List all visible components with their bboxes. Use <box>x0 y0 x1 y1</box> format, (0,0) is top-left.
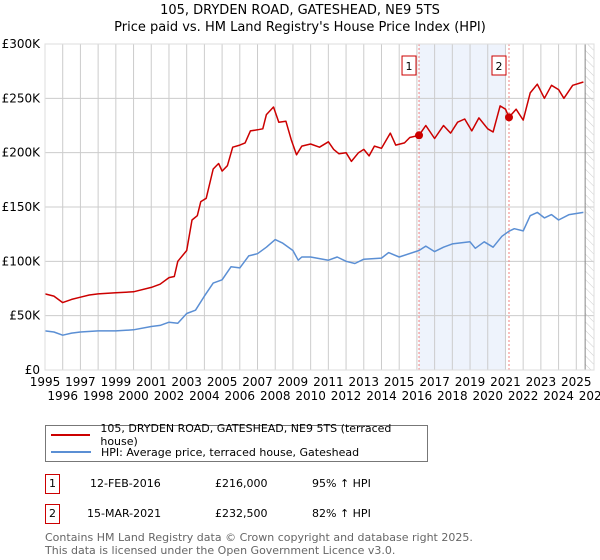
price-chart: 1995199619971998199920002001200220032004… <box>2 37 600 403</box>
legend-item-property: 105, DRYDEN ROAD, GATESHEAD, NE9 5TS (te… <box>51 422 427 448</box>
marker-label-box <box>401 55 417 76</box>
x-tick-label: 2003 <box>171 375 202 389</box>
y-tick-label: £150K <box>2 200 42 214</box>
x-tick-label: 2017 <box>419 375 450 389</box>
x-tick-label: 2025 <box>561 375 592 389</box>
x-tick-label: 2021 <box>490 375 521 389</box>
x-tick-label: 2023 <box>526 375 557 389</box>
marker-label: 1 <box>406 60 413 73</box>
footer-licence: This data is licensed under the Open Gov… <box>45 544 396 557</box>
chart-legend: 105, DRYDEN ROAD, GATESHEAD, NE9 5TS (te… <box>45 422 428 462</box>
x-tick-label: 2020 <box>472 389 503 403</box>
x-tick-label: 2005 <box>207 375 238 389</box>
hpi-line <box>44 211 584 336</box>
x-tick-label: 2016 <box>402 389 433 403</box>
transaction-row: 2 15-MAR-2021 £232,500 82% ↑ HPI <box>45 504 465 524</box>
plot-frame <box>44 43 595 371</box>
x-tick-label: 1997 <box>65 375 96 389</box>
transaction-price: £216,000 <box>215 477 268 490</box>
x-tick-label: 2026 <box>579 389 600 403</box>
sale-point <box>504 113 513 122</box>
legend-label: HPI: Average price, terraced house, Gate… <box>101 445 360 459</box>
y-tick-label: £300K <box>2 37 42 51</box>
legend-label: 105, DRYDEN ROAD, GATESHEAD, NE9 5TS (te… <box>100 422 392 448</box>
transaction-date: 12-FEB-2016 <box>90 477 161 490</box>
legend-swatch-blue <box>51 451 91 453</box>
x-tick-label: 1999 <box>101 375 132 389</box>
x-tick-label: 2024 <box>543 389 574 403</box>
transaction-hpi-diff: 95% ↑ HPI <box>312 477 371 490</box>
x-tick-label: 2022 <box>508 389 539 403</box>
x-tick-label: 2004 <box>189 389 220 403</box>
x-tick-label: 2006 <box>225 389 256 403</box>
x-tick-label: 2013 <box>349 375 380 389</box>
x-tick-label: 2018 <box>437 389 468 403</box>
chart-subtitle: Price paid vs. HM Land Registry's House … <box>114 20 486 35</box>
marker-label: 2 <box>495 60 502 73</box>
x-tick-label: 2014 <box>366 389 397 403</box>
y-tick-label: £250K <box>2 91 42 105</box>
transaction-price: £232,500 <box>215 507 268 520</box>
x-tick-label: 2015 <box>384 375 415 389</box>
sale-point <box>415 131 424 140</box>
x-tick-label: 2011 <box>313 375 344 389</box>
x-tick-label: 2002 <box>154 389 185 403</box>
y-tick-label: £0 <box>25 363 40 377</box>
x-tick-label: 1998 <box>83 389 114 403</box>
y-tick-label: £50K <box>9 309 41 323</box>
x-tick-label: 2008 <box>260 389 291 403</box>
x-tick-label: 1996 <box>47 389 78 403</box>
legend-swatch-red <box>51 434 91 436</box>
y-tick-label: £100K <box>2 254 42 268</box>
property-price-line <box>44 81 584 304</box>
x-tick-label: 2001 <box>136 375 167 389</box>
transaction-date: 15-MAR-2021 <box>87 507 162 520</box>
transaction-row: 1 12-FEB-2016 £216,000 95% ↑ HPI <box>45 474 465 494</box>
x-tick-label: 2009 <box>278 375 309 389</box>
footer-copyright: Contains HM Land Registry data © Crown c… <box>45 531 473 544</box>
x-tick-label: 2019 <box>455 375 486 389</box>
y-tick-label: £200K <box>2 146 42 160</box>
marker-label-box <box>491 55 507 76</box>
x-tick-label: 2000 <box>118 389 149 403</box>
x-tick-label: 1995 <box>30 375 61 389</box>
x-tick-label: 2010 <box>295 389 326 403</box>
x-tick-label: 2012 <box>331 389 362 403</box>
legend-item-hpi: HPI: Average price, terraced house, Gate… <box>51 444 359 460</box>
transaction-number: 1 <box>45 474 60 494</box>
chart-title: 105, DRYDEN ROAD, GATESHEAD, NE9 5TS <box>160 3 440 18</box>
transaction-hpi-diff: 82% ↑ HPI <box>312 507 371 520</box>
x-tick-label: 2007 <box>242 375 273 389</box>
transaction-number: 2 <box>45 504 60 524</box>
